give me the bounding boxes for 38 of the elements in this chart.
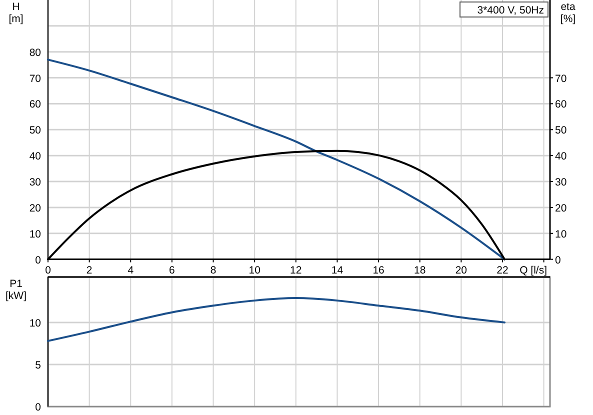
y2-axis-title: eta [%] <box>560 1 576 25</box>
y2-tick-label: 70 <box>555 72 567 85</box>
x-tick-label: 20 <box>455 264 468 276</box>
y-tick-label: 20 <box>29 202 42 214</box>
y-tick-label: 10 <box>29 317 42 330</box>
y2-tick-label: 20 <box>555 202 567 214</box>
y-tick-label: 50 <box>29 124 42 137</box>
y2-tick-label: 50 <box>555 124 567 137</box>
y2-tick-label: 30 <box>555 176 567 189</box>
y2-tick-label: 60 <box>555 98 567 111</box>
y-tick-label: 60 <box>29 98 42 111</box>
x-tick-label: 12 <box>290 264 302 276</box>
y2-tick-label: 0 <box>555 254 561 266</box>
x-tick-label: 4 <box>128 264 134 276</box>
x-tick-label: 2 <box>86 264 92 276</box>
y-tick-label: 5 <box>35 360 42 372</box>
x-tick-label: 16 <box>372 264 385 276</box>
y-tick-label: 0 <box>35 254 42 266</box>
x-tick-label: 18 <box>414 264 426 276</box>
x-tick-label: 6 <box>169 264 176 276</box>
y-axis-title: H [m] <box>8 1 24 25</box>
x-tick-label: 10 <box>248 264 261 276</box>
y-tick-label: 80 <box>29 46 42 59</box>
line-series <box>47 297 506 342</box>
x-tick-label: 0 <box>45 264 52 276</box>
x-axis-title: Q [l/s] <box>520 264 548 276</box>
x-tick-label: 8 <box>210 264 216 276</box>
x-tick-label: 14 <box>331 264 344 276</box>
y-tick-label: 10 <box>29 228 42 240</box>
y-tick-label: 30 <box>29 176 42 189</box>
y-tick-label: 40 <box>29 150 42 163</box>
y-axis-title: P1 [kW] <box>6 278 27 302</box>
annotation: 3*400 V, 50Hz <box>477 4 544 16</box>
x-tick-label: 22 <box>496 264 508 276</box>
y2-tick-label: 10 <box>555 228 567 240</box>
y-tick-label: 0 <box>35 402 42 414</box>
y2-tick-label: 40 <box>555 150 567 163</box>
y-tick-label: 70 <box>29 72 42 85</box>
